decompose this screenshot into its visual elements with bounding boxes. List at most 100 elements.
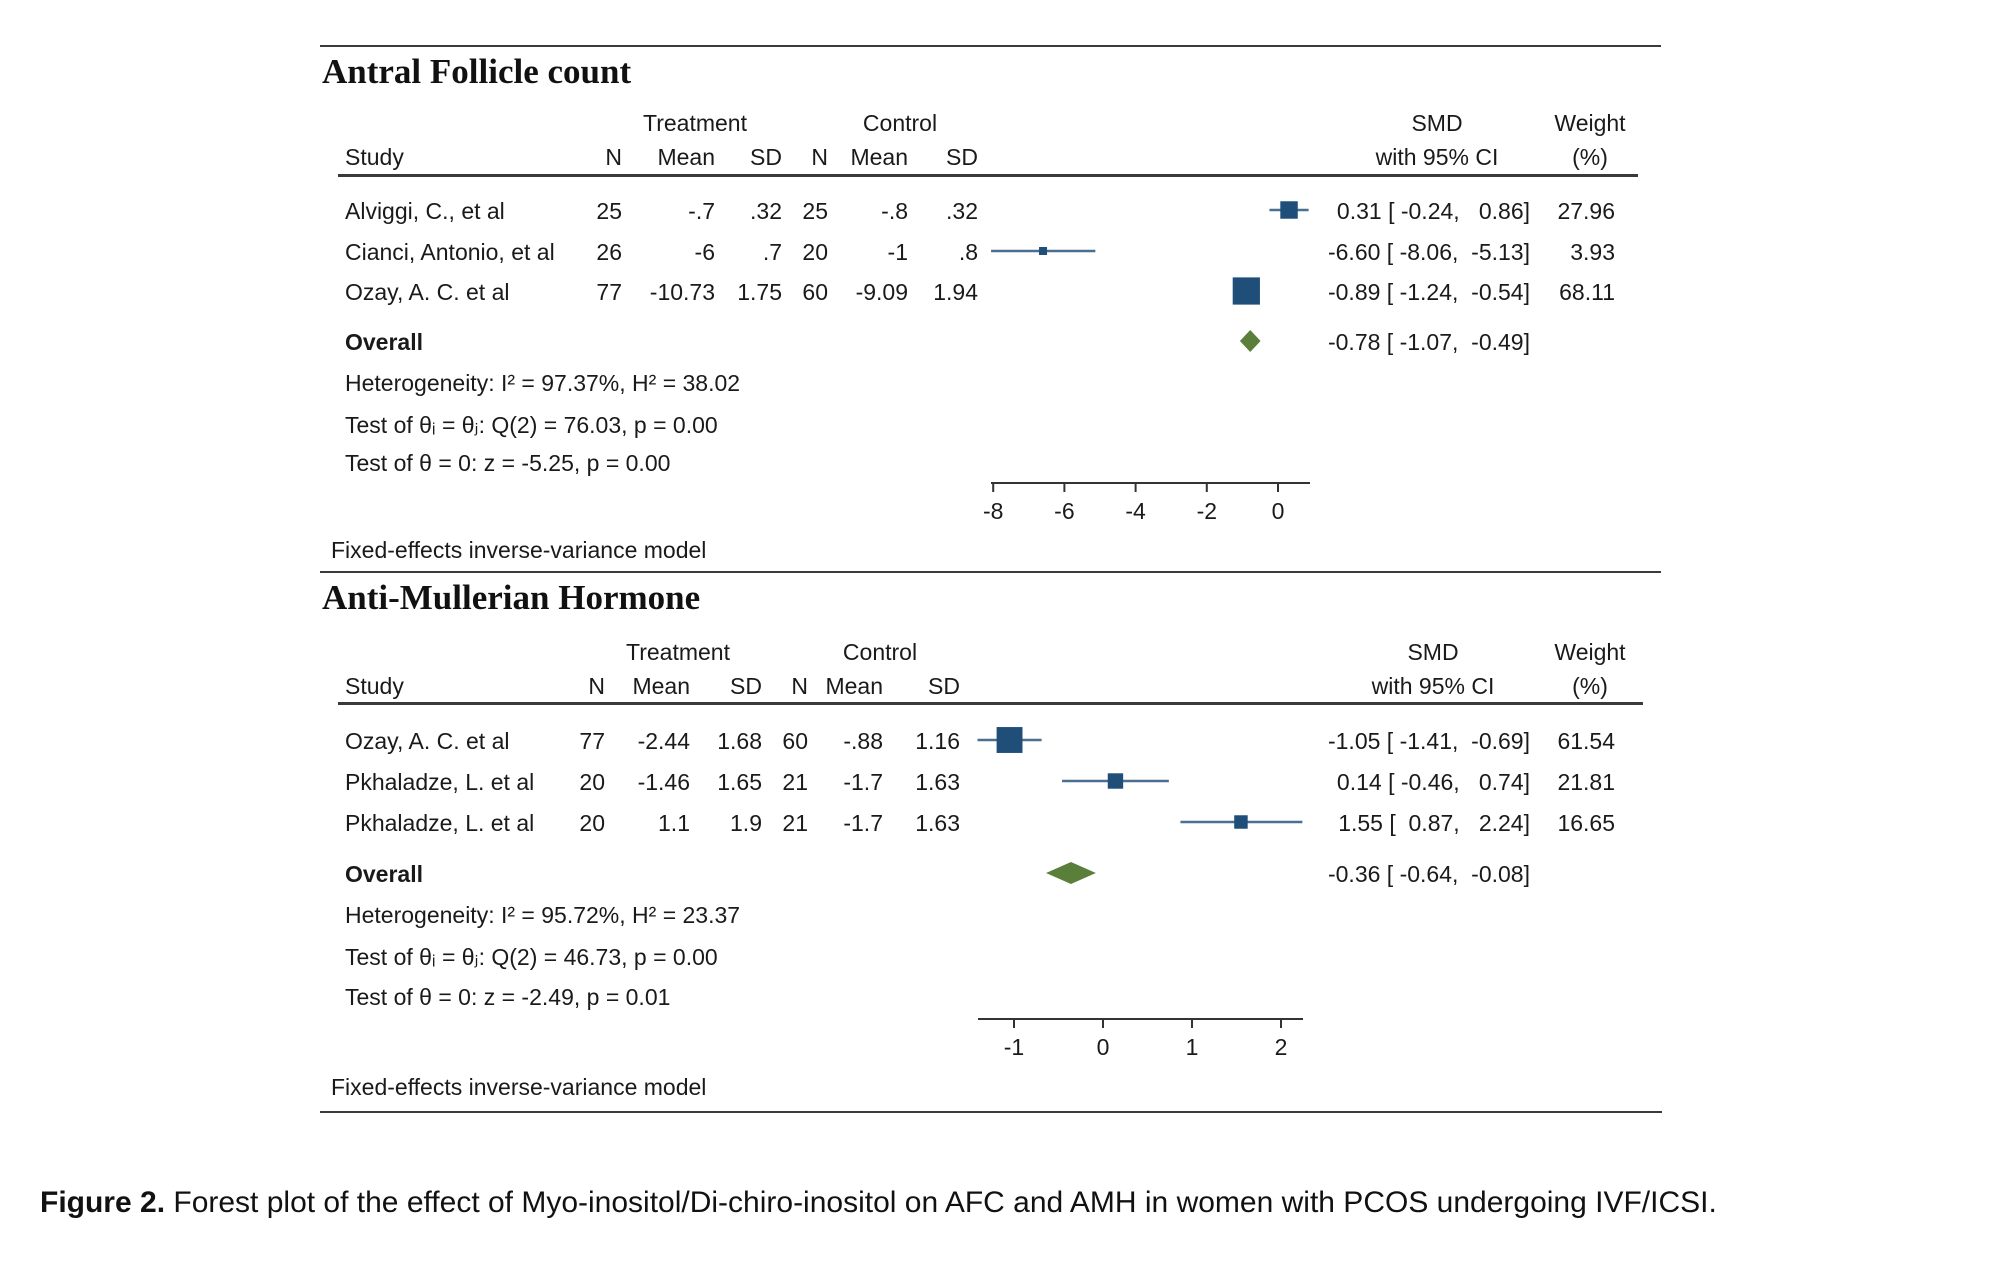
overall-label: Overall: [345, 861, 423, 887]
c-sd: .8: [958, 239, 978, 265]
smd-header: SMD: [1411, 110, 1463, 136]
c-sd-header: SD: [946, 144, 978, 170]
t-n-header: N: [605, 144, 622, 170]
c-mean: -1.7: [843, 769, 883, 795]
t-mean: -10.73: [649, 279, 715, 305]
panel-title: Anti-Mullerian Hormone: [322, 578, 701, 617]
study-name: Ozay, A. C. et al: [345, 279, 510, 305]
panel-divider: [320, 571, 1661, 573]
smd-ci: -6.60 [ -8.06, -5.13]: [1327, 239, 1530, 265]
c-sd: 1.63: [915, 769, 960, 795]
header-rule: [338, 174, 1638, 177]
figure-caption-text: Forest plot of the effect of Myo-inosito…: [165, 1186, 1717, 1219]
x-tick-label: -8: [983, 498, 1003, 524]
control-group-header: Control: [862, 110, 938, 136]
t-mean: -2.44: [637, 728, 690, 754]
study-marker: [996, 727, 1023, 753]
c-n: 21: [782, 769, 808, 795]
study-marker: [1107, 773, 1124, 789]
overall-diamond: [1239, 330, 1261, 352]
heterogeneity-stat: Heterogeneity: I² = 95.72%, H² = 23.37: [345, 902, 741, 928]
overall-label: Overall: [345, 329, 423, 355]
q-test-stat: Test of θᵢ = θⱼ: Q(2) = 46.73, p = 0.00: [345, 944, 718, 970]
c-mean: -1.7: [843, 810, 883, 836]
t-n: 25: [596, 198, 622, 224]
figure-caption: Figure 2. Forest plot of the effect of M…: [40, 1186, 1717, 1220]
study-marker: [1234, 815, 1248, 829]
c-mean-header: Mean: [825, 673, 883, 699]
c-sd: 1.63: [915, 810, 960, 836]
c-mean: -1: [887, 239, 908, 265]
c-n: 60: [782, 728, 808, 754]
x-tick-label: -1: [1004, 1034, 1024, 1060]
overall-diamond: [1046, 862, 1096, 884]
t-sd: 1.9: [730, 810, 762, 836]
study-name: Pkhaladze, L. et al: [345, 810, 535, 836]
weight-subheader: (%): [1572, 144, 1608, 170]
weight-header: Weight: [1554, 639, 1626, 665]
weight-value: 3.93: [1570, 239, 1615, 265]
model-note: Fixed-effects inverse-variance model: [331, 1074, 707, 1100]
weight-value: 68.11: [1559, 279, 1615, 305]
study-name: Cianci, Antonio, et al: [345, 239, 555, 265]
bottom-rule: [320, 1111, 1662, 1113]
weight-subheader: (%): [1572, 673, 1608, 699]
c-sd: 1.16: [915, 728, 960, 754]
study-col-header: Study: [345, 144, 404, 170]
overall-smd-ci: -0.78 [ -1.07, -0.49]: [1327, 329, 1530, 355]
smd-ci: 0.31 [ -0.24, 0.86]: [1336, 198, 1530, 224]
c-sd: .32: [946, 198, 978, 224]
c-n-header: N: [791, 673, 808, 699]
study-marker: [1039, 247, 1048, 255]
c-sd-header: SD: [928, 673, 960, 699]
treatment-group-header: Treatment: [626, 639, 730, 665]
c-n-header: N: [811, 144, 828, 170]
heterogeneity-stat: Heterogeneity: I² = 97.37%, H² = 38.02: [345, 370, 741, 396]
figure-label: Figure 2.: [40, 1186, 166, 1219]
smd-subheader: with 95% CI: [1375, 144, 1499, 170]
c-n: 21: [782, 810, 808, 836]
q-test-stat: Test of θᵢ = θⱼ: Q(2) = 76.03, p = 0.00: [345, 412, 718, 438]
weight-value: 21.81: [1557, 769, 1615, 795]
t-sd: 1.75: [737, 279, 782, 305]
weight-value: 61.54: [1557, 728, 1615, 754]
weight-value: 27.96: [1557, 198, 1615, 224]
model-note: Fixed-effects inverse-variance model: [331, 537, 707, 563]
header-rule: [338, 702, 1643, 705]
x-tick-label: -4: [1125, 498, 1146, 524]
t-mean-header: Mean: [657, 144, 715, 170]
c-n: 60: [802, 279, 828, 305]
c-mean-header: Mean: [850, 144, 908, 170]
top-rule: [320, 45, 1661, 47]
t-n: 77: [596, 279, 622, 305]
c-mean: -9.09: [855, 279, 908, 305]
c-n: 20: [802, 239, 828, 265]
smd-ci: -1.05 [ -1.41, -0.69]: [1327, 728, 1530, 754]
study-col-header: Study: [345, 673, 404, 699]
weight-value: 16.65: [1557, 810, 1615, 836]
smd-header: SMD: [1407, 639, 1459, 665]
c-mean: -.8: [881, 198, 908, 224]
overall-smd-ci: -0.36 [ -0.64, -0.08]: [1327, 861, 1530, 887]
t-sd: 1.68: [717, 728, 762, 754]
t-sd: .7: [762, 239, 782, 265]
panel-title: Antral Follicle count: [322, 52, 632, 91]
x-tick-label: 2: [1275, 1034, 1288, 1060]
z-test-stat: Test of θ = 0: z = -5.25, p = 0.00: [345, 450, 671, 476]
study-name: Pkhaladze, L. et al: [345, 769, 535, 795]
t-n: 20: [579, 769, 605, 795]
t-sd-header: SD: [750, 144, 782, 170]
t-n-header: N: [588, 673, 605, 699]
t-sd: .32: [750, 198, 782, 224]
x-tick-label: -6: [1054, 498, 1074, 524]
study-name: Ozay, A. C. et al: [345, 728, 510, 754]
smd-subheader: with 95% CI: [1371, 673, 1495, 699]
study-marker: [1280, 201, 1298, 219]
x-tick-label: 1: [1186, 1034, 1199, 1060]
c-mean: -.88: [843, 728, 883, 754]
t-mean: -1.46: [637, 769, 690, 795]
control-group-header: Control: [842, 639, 918, 665]
smd-ci: -0.89 [ -1.24, -0.54]: [1327, 279, 1530, 305]
t-sd-header: SD: [730, 673, 762, 699]
